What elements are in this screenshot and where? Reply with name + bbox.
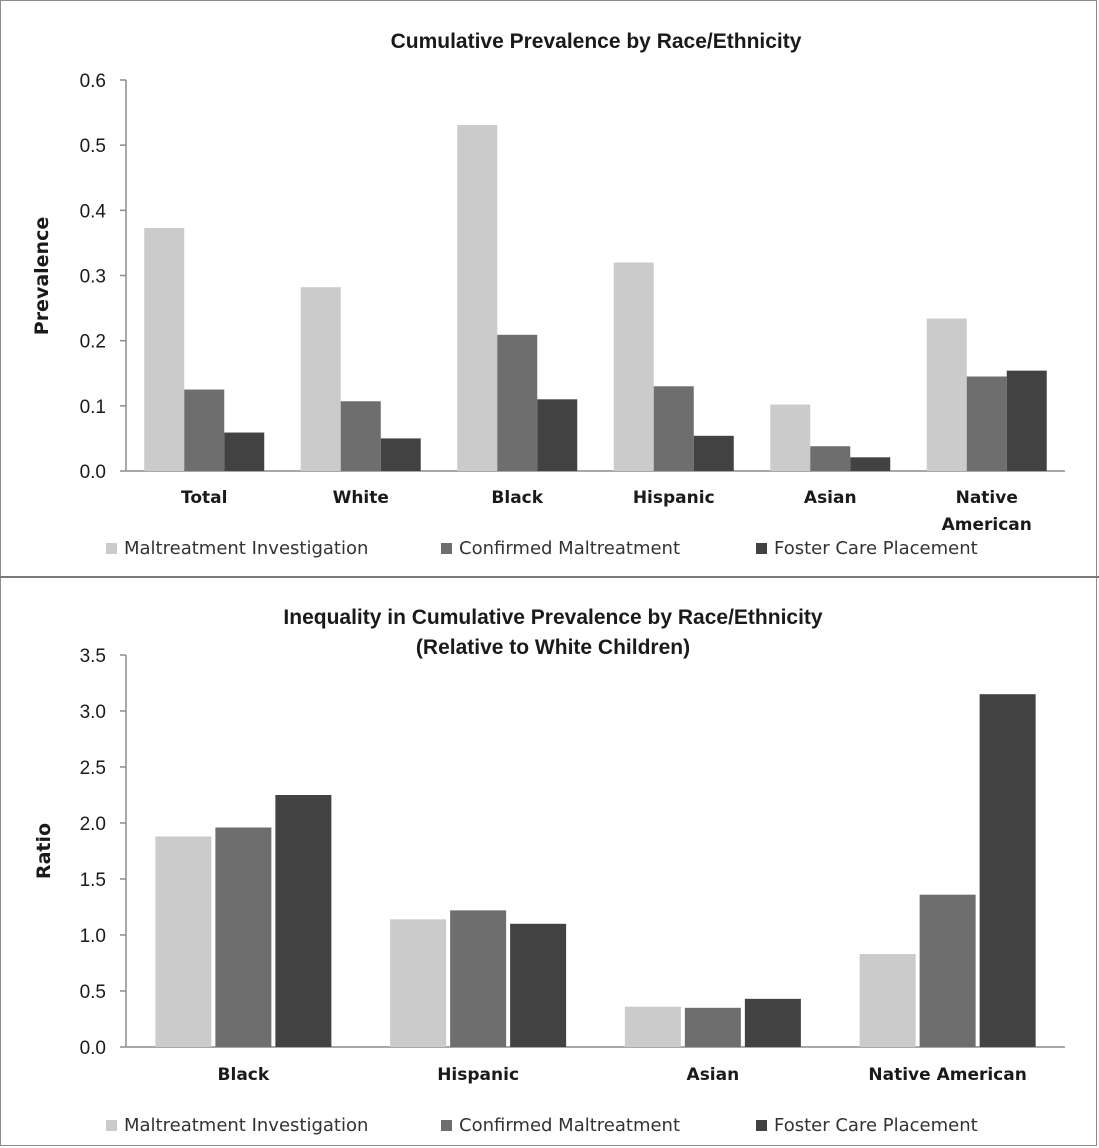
prevalence-chart: Cumulative Prevalence by Race/Ethnicity 0… (31, 30, 1065, 559)
x-tick-label: American (942, 515, 1032, 535)
x-tick-label: Hispanic (633, 488, 715, 508)
x-tick-label: Native American (868, 1065, 1026, 1085)
bar-maltreatment-investigation-hispanic (613, 262, 654, 471)
bar-maltreatment-investigation-asian (624, 1006, 681, 1047)
y-tick-label: 0.0 (80, 462, 106, 483)
bar-foster-care-placement-asian (850, 457, 891, 471)
y-tick-label: 1.0 (80, 926, 106, 947)
bar-foster-care-placement-white (380, 438, 421, 471)
y-tick-label: 3.5 (80, 646, 106, 667)
y-axis-label: Prevalence (31, 217, 53, 335)
legend-label: Foster Care Placement (774, 1115, 978, 1136)
legend-label: Maltreatment Investigation (124, 538, 368, 559)
x-tick-label: Hispanic (437, 1065, 519, 1085)
y-tick-label: 0.0 (80, 1038, 106, 1059)
bar-foster-care-placement-total (224, 432, 265, 471)
y-tick-label: 0.3 (80, 267, 106, 288)
y-tick-label: 2.0 (80, 814, 106, 835)
legend-swatch (756, 1120, 767, 1131)
x-tick-label: White (333, 488, 389, 508)
legend-label: Foster Care Placement (774, 538, 978, 559)
panel-divider (0, 576, 1099, 578)
bar-confirmed-maltreatment-black (497, 334, 538, 471)
bar-foster-care-placement-asian (744, 998, 801, 1047)
bar-confirmed-maltreatment-asian (684, 1007, 741, 1047)
legend-swatch (441, 1120, 452, 1131)
legend-swatch (106, 1120, 117, 1131)
legend-swatch (756, 543, 767, 554)
y-tick-label: 2.5 (80, 758, 106, 779)
bar-confirmed-maltreatment-native-american (966, 376, 1007, 471)
x-tick-label: Total (181, 488, 227, 508)
legend-swatch (106, 543, 117, 554)
legend-label: Confirmed Maltreatment (459, 1115, 680, 1136)
bar-maltreatment-investigation-total (144, 227, 185, 471)
y-tick-label: 0.5 (80, 982, 106, 1003)
bar-confirmed-maltreatment-black (215, 827, 272, 1047)
bar-foster-care-placement-native-american (979, 694, 1036, 1047)
x-tick-label: Native (956, 488, 1018, 508)
bar-foster-care-placement-native-american (1006, 370, 1047, 471)
bar-foster-care-placement-black (275, 795, 332, 1047)
x-tick-label: Asian (804, 488, 857, 508)
bar-maltreatment-investigation-black (457, 124, 498, 471)
bar-foster-care-placement-hispanic (693, 435, 734, 471)
legend-swatch (441, 543, 452, 554)
y-tick-label: 3.0 (80, 702, 106, 723)
x-tick-label: Black (218, 1065, 270, 1085)
bar-confirmed-maltreatment-total (184, 389, 225, 471)
legend-label: Maltreatment Investigation (124, 1115, 368, 1136)
bar-maltreatment-investigation-native-american (859, 954, 916, 1047)
bar-confirmed-maltreatment-asian (810, 446, 851, 471)
inequality-chart: Inequality in Cumulative Prevalence by R… (33, 606, 1065, 1136)
bar-confirmed-maltreatment-native-american (919, 894, 976, 1047)
bar-maltreatment-investigation-black (155, 836, 212, 1047)
bar-maltreatment-investigation-white (300, 287, 341, 471)
x-tick-label: Black (491, 488, 543, 508)
bar-maltreatment-investigation-hispanic (390, 919, 447, 1047)
chart-title-line-0: Cumulative Prevalence by Race/Ethnicity (391, 30, 802, 53)
legend-label: Confirmed Maltreatment (459, 538, 680, 559)
bar-confirmed-maltreatment-hispanic (653, 386, 694, 471)
bar-maltreatment-investigation-asian (770, 404, 811, 471)
y-tick-label: 1.5 (80, 870, 106, 891)
bar-confirmed-maltreatment-hispanic (450, 910, 507, 1047)
y-tick-label: 0.5 (80, 136, 106, 157)
bar-foster-care-placement-black (537, 399, 578, 471)
bar-confirmed-maltreatment-white (340, 401, 381, 471)
y-tick-label: 0.2 (80, 332, 106, 353)
x-tick-label: Asian (687, 1065, 740, 1085)
bar-maltreatment-investigation-native-american (926, 318, 967, 471)
bar-foster-care-placement-hispanic (510, 923, 567, 1047)
y-tick-label: 0.1 (80, 397, 106, 418)
chart-title-line-1: (Relative to White Children) (416, 636, 690, 659)
y-tick-label: 0.6 (80, 71, 106, 92)
y-axis-label: Ratio (33, 823, 55, 879)
chart-title-line-0: Inequality in Cumulative Prevalence by R… (283, 606, 823, 629)
y-tick-label: 0.4 (80, 201, 107, 222)
